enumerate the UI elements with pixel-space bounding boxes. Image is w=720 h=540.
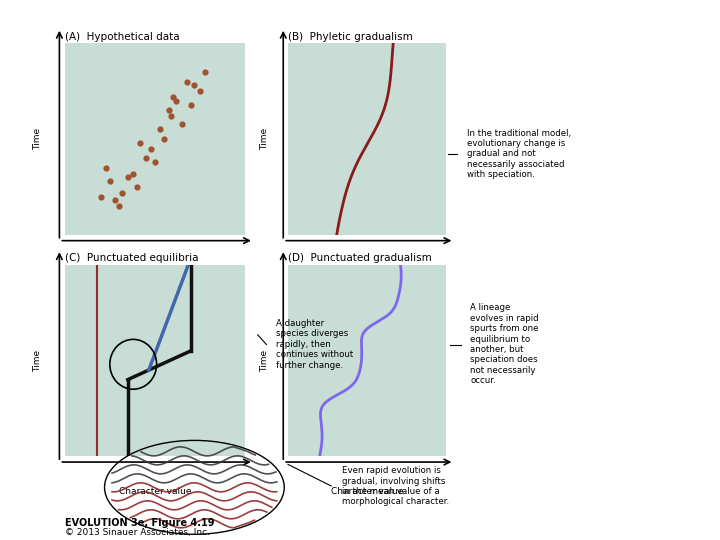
Text: Time: Time — [33, 349, 42, 372]
Point — [117, 188, 128, 197]
Text: (B)  Phyletic gradualism: (B) Phyletic gradualism — [288, 31, 413, 42]
Text: In the traditional model,
evolutionary change is
gradual and not
necessarily ass: In the traditional model, evolutionary c… — [467, 129, 571, 179]
Point — [171, 96, 182, 105]
Point — [127, 169, 139, 178]
Point — [199, 68, 211, 76]
Text: © 2013 Sinauer Associates, Inc.: © 2013 Sinauer Associates, Inc. — [65, 528, 210, 537]
Point — [113, 202, 125, 211]
Point — [122, 173, 134, 181]
Text: (A)  Hypothetical data: (A) Hypothetical data — [65, 31, 179, 42]
Point — [104, 177, 115, 186]
Text: EVOLUTION 3e, Figure 4.19: EVOLUTION 3e, Figure 4.19 — [65, 518, 215, 528]
Point — [154, 125, 166, 134]
Text: Time: Time — [33, 128, 42, 150]
Point — [140, 154, 152, 163]
Text: Figure 4.19  Three models of evolution, as applied to a hypothetical set of foss: Figure 4.19 Three models of evolution, a… — [7, 8, 704, 22]
Point — [194, 87, 206, 96]
Text: A daughter
species diverges
rapidly, then
continues without
further change.: A daughter species diverges rapidly, the… — [276, 319, 354, 369]
Point — [163, 106, 175, 114]
Point — [185, 100, 197, 109]
Text: Character value: Character value — [331, 266, 403, 274]
Point — [176, 119, 187, 128]
Text: A lineage
evolves in rapid
spurts from one
equilibrium to
another, but
speciatio: A lineage evolves in rapid spurts from o… — [470, 303, 539, 385]
Text: (C)  Punctuated equilibria: (C) Punctuated equilibria — [65, 253, 198, 263]
Text: Character value
(e.g., size): Character value (e.g., size) — [119, 266, 191, 285]
Text: Character value: Character value — [331, 487, 403, 496]
Point — [109, 196, 121, 205]
Point — [158, 135, 170, 144]
Text: Time: Time — [260, 128, 269, 150]
Point — [181, 77, 193, 86]
Text: (D)  Punctuated gradualism: (D) Punctuated gradualism — [288, 253, 432, 263]
Text: Character value: Character value — [119, 487, 191, 496]
Point — [189, 81, 200, 90]
Point — [135, 139, 146, 147]
Point — [167, 92, 179, 101]
Point — [131, 183, 143, 191]
Text: Time: Time — [260, 349, 269, 372]
Text: Even rapid evolution is
gradual, involving shifts
in the mean value of a
morphol: Even rapid evolution is gradual, involvi… — [342, 466, 449, 507]
Point — [95, 192, 107, 201]
Point — [100, 164, 112, 172]
Point — [145, 144, 157, 153]
Point — [166, 112, 177, 120]
Point — [149, 158, 161, 166]
